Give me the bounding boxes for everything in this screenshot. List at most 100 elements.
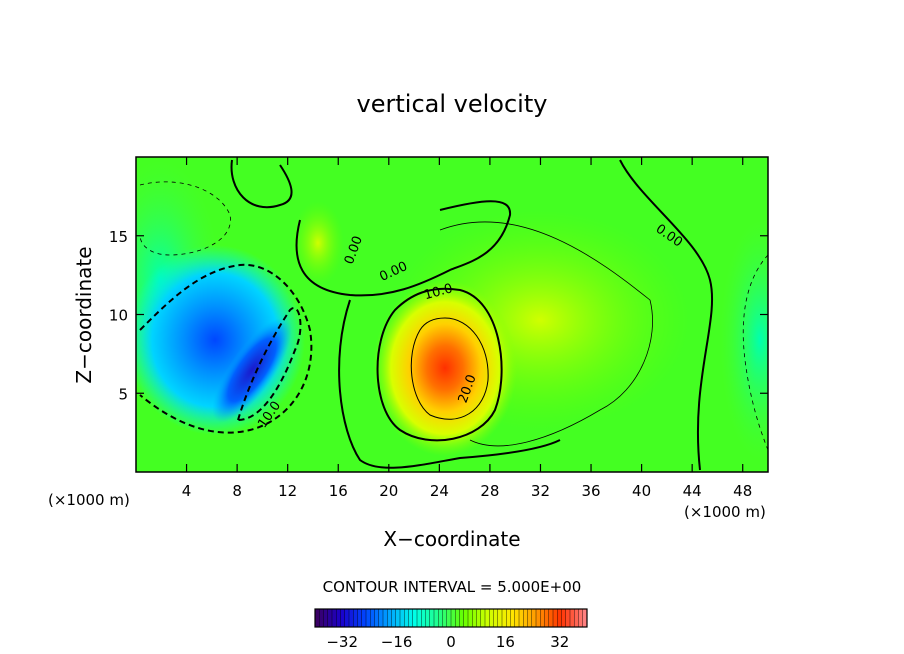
x-unit-label-left: (×1000 m) bbox=[48, 491, 130, 509]
colorbar-tick-label: −16 bbox=[381, 633, 413, 651]
contour-zero-line bbox=[619, 159, 714, 471]
x-axis: 4 8 12 16 20 24 28 32 36 40 44 48 bbox=[182, 157, 752, 500]
x-tick-label: 24 bbox=[430, 482, 449, 500]
colorbar-segment bbox=[506, 609, 511, 627]
colorbar-segment bbox=[553, 609, 558, 627]
colorbar-segment bbox=[497, 609, 503, 627]
colorbar-segment bbox=[327, 609, 333, 627]
colorbar-segment bbox=[561, 609, 567, 627]
x-tick-label: 32 bbox=[531, 482, 550, 500]
colorbar-segment bbox=[548, 609, 554, 627]
colorbar-segment bbox=[570, 609, 575, 627]
colorbar-segment bbox=[493, 609, 499, 627]
colorbar-segment bbox=[366, 609, 371, 627]
colorbar-segment bbox=[523, 609, 528, 627]
colorbar-segment bbox=[332, 609, 337, 627]
colorbar-segment bbox=[434, 609, 439, 627]
colorbar-segment bbox=[480, 609, 486, 627]
y-tick-label: 10 bbox=[109, 307, 128, 325]
x-tick-label: 16 bbox=[329, 482, 348, 500]
colorbar-segment bbox=[565, 609, 571, 627]
y-tick-label: 15 bbox=[109, 228, 128, 246]
downdraft-core bbox=[212, 317, 292, 423]
colorbar-segment bbox=[421, 609, 426, 627]
colorbar-ticks: −32 −16 0 16 32 bbox=[326, 633, 569, 651]
colorbar-segment bbox=[349, 609, 354, 627]
heatmap-field bbox=[136, 157, 768, 472]
colorbar-segment bbox=[417, 609, 422, 627]
colorbar-segment bbox=[374, 609, 380, 627]
colorbar-segment bbox=[319, 609, 324, 627]
x-tick-label: 20 bbox=[379, 482, 398, 500]
weak-downdraft-right bbox=[720, 220, 768, 460]
colorbar-segment bbox=[451, 609, 456, 627]
contour-interval-text: CONTOUR INTERVAL = 5.000E+00 bbox=[323, 578, 582, 596]
colorbar-segment bbox=[485, 609, 490, 627]
colorbar-segment bbox=[476, 609, 482, 627]
colorbar-segment bbox=[400, 609, 405, 627]
colorbar-segment bbox=[472, 609, 477, 627]
updraft-core bbox=[373, 280, 517, 456]
colorbar-segment bbox=[323, 609, 329, 627]
chart-title: vertical velocity bbox=[357, 90, 548, 118]
colorbar-segment bbox=[446, 609, 452, 627]
colorbar-segment bbox=[531, 609, 537, 627]
colorbar-segment bbox=[510, 609, 516, 627]
contour-weak-line bbox=[439, 221, 653, 447]
colorbar-segment bbox=[387, 609, 392, 627]
colorbar-segment bbox=[540, 609, 545, 627]
contour-neg-line bbox=[139, 181, 231, 256]
colorbar-segment bbox=[442, 609, 448, 627]
y-axis: 5 10 15 bbox=[109, 228, 768, 403]
colorbar-segment bbox=[544, 609, 550, 627]
colorbar-segment bbox=[468, 609, 473, 627]
contour-neg-line bbox=[139, 263, 313, 434]
colorbar-segment bbox=[455, 609, 460, 627]
colorbar-segment bbox=[395, 609, 401, 627]
x-tick-label: 48 bbox=[733, 482, 752, 500]
x-tick-label: 44 bbox=[683, 482, 702, 500]
colorbar-segment bbox=[408, 609, 414, 627]
colorbar-segment bbox=[438, 609, 443, 627]
contour-zero-line bbox=[230, 159, 293, 209]
x-unit-label-right: (×1000 m) bbox=[684, 503, 766, 521]
colorbar-segment bbox=[582, 609, 588, 627]
x-tick-label: 12 bbox=[278, 482, 297, 500]
y-tick-label: 5 bbox=[118, 385, 128, 403]
x-tick-label: 8 bbox=[232, 482, 242, 500]
colorbar-segment bbox=[404, 609, 409, 627]
colorbar-segment bbox=[353, 609, 358, 627]
colorbar-segment bbox=[527, 609, 533, 627]
colorbar-segment bbox=[463, 609, 469, 627]
x-axis-label: X−coordinate bbox=[383, 527, 520, 551]
colorbar-tick-label: 16 bbox=[496, 633, 515, 651]
colorbar-segment bbox=[502, 609, 507, 627]
colorbar-segment bbox=[429, 609, 435, 627]
colorbar-segment bbox=[370, 609, 375, 627]
contour-twenty-line bbox=[410, 317, 489, 420]
colorbar-segment bbox=[459, 609, 465, 627]
colorbar-segment bbox=[344, 609, 350, 627]
contour-zero-line bbox=[295, 200, 512, 297]
y-axis-label: Z−coordinate bbox=[72, 246, 96, 383]
colorbar-segment bbox=[578, 609, 584, 627]
colorbar-segment bbox=[489, 609, 494, 627]
colorbar-segment bbox=[425, 609, 431, 627]
contour-label: 10.0 bbox=[423, 281, 455, 303]
colorbar-segment bbox=[383, 609, 388, 627]
colorbar-segment bbox=[514, 609, 520, 627]
x-tick-label: 40 bbox=[632, 482, 651, 500]
colorbar-segment bbox=[557, 609, 562, 627]
updraft-upper bbox=[292, 201, 344, 285]
contour-ten-line bbox=[376, 287, 503, 442]
colorbar-tick-label: −32 bbox=[326, 633, 358, 651]
colorbar-segment bbox=[315, 609, 320, 627]
colorbar-segment bbox=[378, 609, 384, 627]
x-tick-label: 36 bbox=[581, 482, 600, 500]
colorbar-segment bbox=[357, 609, 363, 627]
colorbar-tick-label: 32 bbox=[550, 633, 569, 651]
x-tick-label: 4 bbox=[182, 482, 192, 500]
colorbar-segment bbox=[340, 609, 346, 627]
colorbar-tick-label: 0 bbox=[446, 633, 456, 651]
